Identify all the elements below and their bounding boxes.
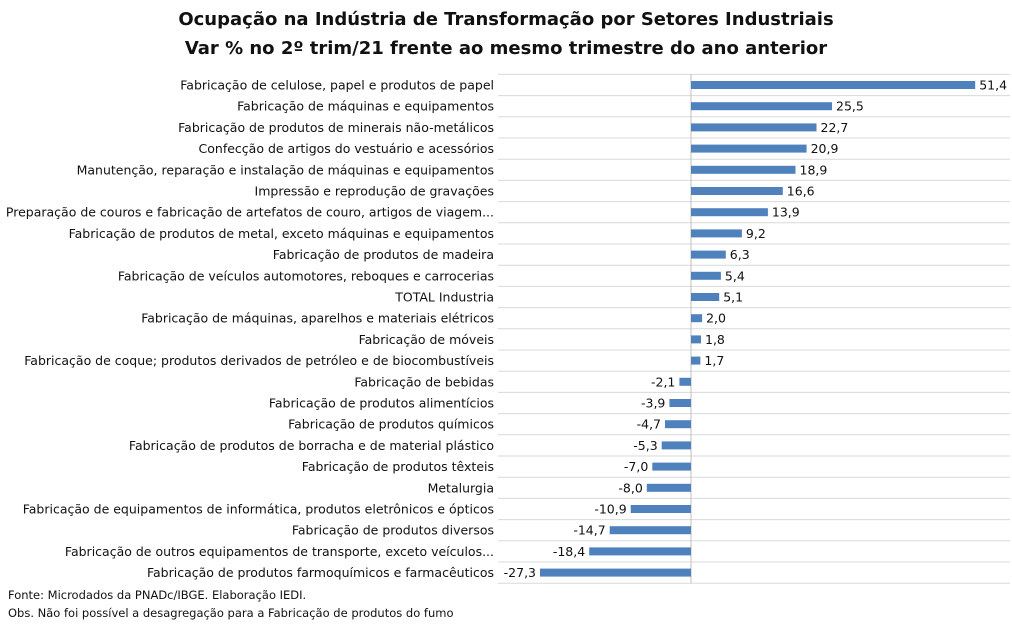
category-label: Fabricação de produtos alimentícios — [269, 396, 494, 411]
data-label: -10,9 — [594, 502, 626, 517]
category-label: Confecção de artigos do vestuário e aces… — [199, 141, 494, 156]
bar — [630, 505, 691, 513]
data-label: 1,7 — [704, 353, 724, 368]
chart-subtitle: Var % no 2º trim/21 frente ao mesmo trim… — [184, 38, 828, 59]
category-label: Fabricação de produtos diversos — [292, 523, 494, 538]
bar — [691, 314, 703, 323]
bar — [679, 377, 691, 386]
category-label: Preparação de couros e fabricação de art… — [6, 205, 494, 220]
data-label: 2,0 — [706, 311, 726, 326]
data-label: -2,1 — [651, 374, 675, 389]
category-label: Fabricação de máquinas e equipamentos — [237, 99, 494, 114]
category-label: Manutenção, reparação e instalação de má… — [77, 162, 494, 177]
bar — [661, 441, 691, 450]
category-label: Impressão e reprodução de gravações — [255, 184, 494, 199]
category-label: Fabricação de outros equipamentos de tra… — [65, 544, 494, 559]
category-label: Fabricação de veículos automotores, rebo… — [118, 268, 494, 283]
bar — [691, 144, 807, 153]
bar — [609, 526, 691, 535]
bar — [691, 335, 701, 344]
bar — [691, 271, 721, 280]
source-note: Fonte: Microdados da PNADc/IBGE. Elabora… — [8, 588, 307, 602]
category-label: Fabricação de móveis — [359, 332, 494, 347]
category-label: Fabricação de produtos de minerais não-m… — [178, 120, 494, 135]
bar — [540, 568, 691, 577]
data-label: 25,5 — [836, 99, 864, 114]
category-label: Fabricação de produtos químicos — [288, 417, 494, 432]
bar — [691, 123, 817, 132]
bar — [691, 250, 726, 259]
data-label: 1,8 — [705, 332, 725, 347]
bar — [691, 208, 768, 217]
bar — [669, 399, 691, 407]
category-label: Fabricação de celulose, papel e produtos… — [180, 78, 494, 93]
chart-title: Ocupação na Indústria de Transformação p… — [178, 9, 834, 30]
category-label: Fabricação de máquinas, aparelhos e mate… — [141, 311, 494, 326]
bar — [665, 420, 691, 429]
category-label: Fabricação de coque; produtos derivados … — [24, 353, 494, 368]
category-label: Metalurgia — [428, 480, 494, 495]
data-label: 6,3 — [730, 247, 750, 262]
category-label: Fabricação de produtos têxteis — [302, 459, 494, 474]
category-label: Fabricação de produtos de madeira — [273, 247, 494, 262]
bar — [691, 165, 796, 174]
data-label: -18,4 — [553, 544, 585, 559]
data-label: 13,9 — [772, 205, 800, 220]
data-label: -14,7 — [573, 523, 605, 538]
data-label: -8,0 — [618, 480, 642, 495]
category-label: TOTAL Industria — [394, 290, 494, 305]
category-label: Fabricação de produtos de borracha e de … — [129, 438, 494, 453]
category-label: Fabricação de bebidas — [354, 374, 494, 389]
data-label: -5,3 — [633, 438, 657, 453]
data-label: 5,1 — [723, 290, 743, 305]
data-label: 22,7 — [821, 120, 849, 135]
data-label: 5,4 — [725, 268, 745, 283]
bar — [691, 81, 976, 89]
bar — [691, 102, 832, 111]
bar — [646, 483, 691, 492]
bar — [691, 356, 701, 365]
data-label: 20,9 — [811, 141, 839, 156]
data-label: -4,7 — [637, 417, 661, 432]
obs-note: Obs. Não foi possível a desagregação par… — [8, 606, 454, 620]
bar — [691, 293, 720, 301]
bar — [691, 187, 783, 195]
category-label: Fabricação de equipamentos de informátic… — [23, 502, 494, 517]
data-label: -27,3 — [504, 565, 536, 580]
data-label: -3,9 — [641, 396, 665, 411]
data-label: 18,9 — [800, 162, 828, 177]
bar — [589, 547, 691, 556]
data-label: 9,2 — [746, 226, 766, 241]
category-label: Fabricação de produtos de metal, exceto … — [69, 226, 494, 241]
data-label: -7,0 — [624, 459, 648, 474]
data-label: 16,6 — [787, 184, 815, 199]
bar — [652, 462, 691, 471]
bar — [691, 229, 742, 238]
category-label: Fabricação de produtos farmoquímicos e f… — [147, 565, 494, 580]
data-label: 51,4 — [979, 78, 1007, 93]
